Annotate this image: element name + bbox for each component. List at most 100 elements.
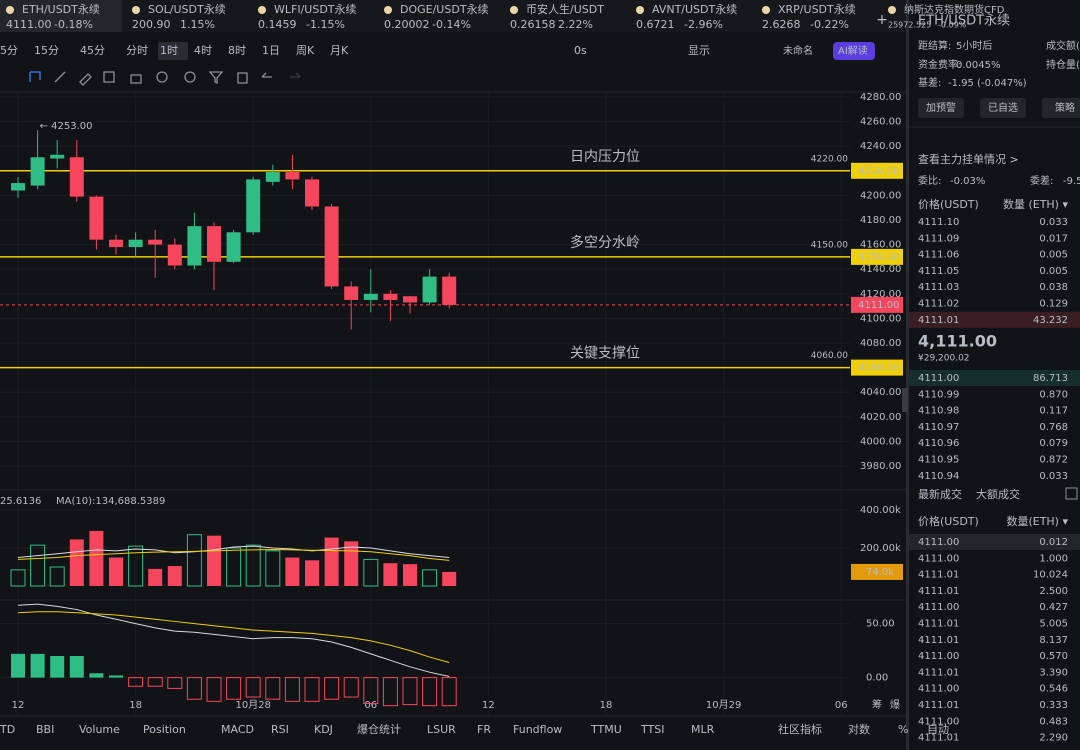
volume-bar [363,558,379,587]
ai-label[interactable]: AI解读 [838,44,868,57]
indicator-tab[interactable]: LSUR [427,723,456,736]
interval[interactable]: 分时 [126,44,148,57]
trade-checkbox[interactable] [1065,487,1078,500]
indicator-tab[interactable]: BBI [36,723,54,736]
indicator-tab[interactable]: 爆仓统计 [357,722,401,736]
axis-tool[interactable]: 爆 [890,699,900,711]
tool-filter[interactable] [208,71,224,85]
trade-qty: 2.500 [1039,586,1068,597]
stat-label: 成交额( [1046,39,1080,52]
interval[interactable]: 45分 [80,44,105,57]
indicator-tab[interactable]: TTSI [640,723,664,736]
tab-change: -0.18% [54,18,93,31]
indicator-tab[interactable]: RSI [271,723,289,736]
tool-delete[interactable] [237,72,248,84]
interval[interactable]: 周K [296,44,315,57]
indicator-tab[interactable]: TD [0,723,15,736]
bid-price: 4111.00 [918,373,959,384]
tab-price: 2.6268 [762,18,801,31]
trade-tab[interactable]: 最新成交 [918,487,962,501]
panel-button[interactable] [980,98,1026,118]
macd-bar [402,677,418,706]
indicator-tab[interactable]: MACD [221,723,254,736]
tool-lock[interactable] [130,74,142,84]
indicator-tab[interactable]: TTMU [590,723,622,736]
interval[interactable]: 5分 [0,44,18,57]
tab-change: 1.15% [180,18,215,31]
tool-ruler[interactable] [54,71,66,83]
y-tick-label: 3980.00 [860,461,901,472]
macd-bar [265,677,281,700]
panel-button[interactable] [1042,98,1080,118]
level-tag [851,162,903,179]
volume-bar [442,571,457,586]
indicator-tab[interactable]: Fundflow [513,723,562,736]
interval[interactable]: 4时 [194,44,212,57]
tab-price: 4111.00 [6,18,52,31]
indicator-tab[interactable]: MLR [691,723,715,736]
indicator-tab[interactable]: 对数 [848,722,870,736]
tab-name[interactable]: 纳斯达克指数期货CFD [904,3,1005,16]
interval[interactable]: 1时 [160,44,178,57]
layout-name[interactable]: 未命名 [783,44,813,57]
ask-qty: 0.038 [1039,282,1068,293]
candle-body [207,226,221,262]
last-price-tag [851,296,903,313]
tab-name[interactable]: 币安人生/USDT [526,2,604,16]
macd-bar [324,677,340,700]
volume-bar [324,537,339,586]
tool-eye[interactable] [156,71,168,83]
tool-redo[interactable] [290,72,301,78]
depth-link[interactable]: 查看主力挂单情况 > [918,152,1019,166]
divider [906,0,909,750]
tool-undo[interactable] [261,72,272,78]
panel-button-label[interactable]: 策略 [1055,101,1075,114]
indicator-tab[interactable]: 自动 [927,723,949,736]
ai-button[interactable] [833,42,875,60]
tab-active [0,0,122,32]
display-toggle[interactable]: 显示 [688,44,710,57]
bid-price: 4110.98 [918,406,959,417]
indicator-tab[interactable]: % [898,723,908,736]
tool-pen[interactable] [79,73,92,86]
volume-bar [148,568,163,586]
trade-tab[interactable]: 大额成交 [976,487,1020,501]
interval[interactable]: 月K [330,44,349,57]
indicator-tab[interactable]: FR [477,723,491,736]
indicator-tab[interactable]: Volume [79,723,120,736]
tab-price: 0.6721 [636,18,675,31]
x-tick-label: 18 [129,700,142,711]
tab-name[interactable]: AVNT/USDT永续 [652,2,737,16]
add-tab[interactable]: + [876,12,888,28]
tool-cursor[interactable] [29,71,41,82]
indicator-tab[interactable]: Position [143,723,186,736]
y-tick-label: 4280.00 [860,92,901,103]
ask-qty: 0.005 [1039,250,1068,261]
interval[interactable]: 15分 [34,44,59,57]
axis-tool[interactable]: 筹 [872,698,882,711]
interval[interactable]: 1日 [262,44,280,57]
tool-shape[interactable] [103,71,115,83]
splitter-handle[interactable] [902,388,908,412]
y-tick-label: 0.00 [866,673,888,684]
tab-name[interactable]: XRP/USDT永续 [778,2,856,16]
y-tick-label: 4140.00 [860,264,901,275]
tool-magnet[interactable] [184,71,196,83]
tab-name[interactable]: WLFI/USDT永续 [274,2,357,16]
volume-bar [10,569,26,587]
candle-body [403,296,417,303]
panel-button-label[interactable]: 已自选 [988,101,1018,114]
tab-name[interactable]: DOGE/USDT永续 [400,2,489,16]
ask-qty: 43.232 [1033,315,1068,326]
bid-qty: 86.713 [1033,373,1068,384]
tab-name[interactable]: SOL/USDT永续 [148,2,226,16]
bid-qty: 0.079 [1039,438,1068,449]
interval[interactable]: 8时 [228,44,246,57]
panel-button[interactable] [918,98,964,118]
timer[interactable]: 0s [574,44,587,57]
tab-name[interactable]: ETH/USDT永续 [22,2,100,16]
tab-icon [510,6,518,14]
indicator-tab[interactable]: KDJ [314,723,333,736]
indicator-tab[interactable]: 社区指标 [778,722,822,736]
panel-button-label[interactable]: 加预警 [926,101,956,114]
